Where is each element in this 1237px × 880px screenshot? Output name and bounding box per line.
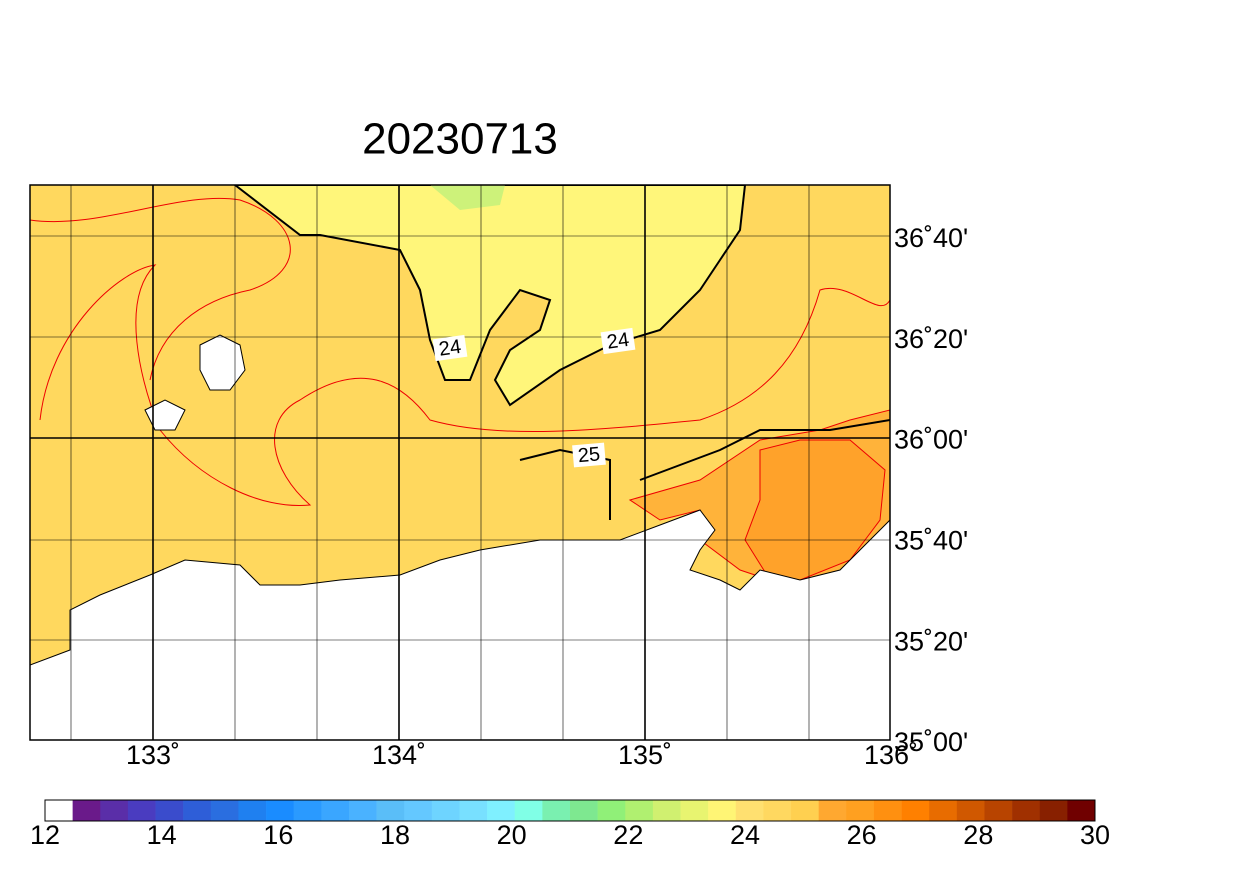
colorbar-cell bbox=[45, 800, 73, 821]
lat-label: 35˚40' bbox=[894, 526, 968, 556]
colorbar-cell bbox=[127, 800, 156, 821]
colorbar-cell bbox=[514, 800, 543, 821]
colorbar-cell bbox=[818, 800, 847, 821]
colorbar-cell bbox=[901, 800, 930, 821]
lat-label: 35˚20' bbox=[894, 626, 968, 656]
colorbar-cell bbox=[846, 800, 875, 821]
colorbar-cell bbox=[680, 800, 709, 821]
colorbar-cell bbox=[929, 800, 958, 821]
sst-23 bbox=[430, 185, 505, 210]
colorbar-cell bbox=[238, 800, 267, 821]
colorbar-cell bbox=[293, 800, 322, 821]
island bbox=[199, 334, 246, 391]
colorbar-cell bbox=[542, 800, 571, 821]
contour-label-text: 24 bbox=[437, 336, 462, 361]
colorbar-cell bbox=[597, 800, 626, 821]
lon-label: 136˚ bbox=[864, 740, 918, 770]
land bbox=[30, 509, 890, 740]
colorbar-cell bbox=[625, 800, 654, 821]
contour-label-box bbox=[432, 334, 468, 362]
colorbar-cell bbox=[763, 800, 792, 821]
colorbar-cell bbox=[376, 800, 405, 821]
colorbar-label: 20 bbox=[497, 820, 527, 850]
colorbar-cell bbox=[72, 800, 101, 821]
contour-label: 25 bbox=[572, 442, 606, 468]
lat-label: 36˚00' bbox=[894, 425, 968, 455]
colorbar-cell bbox=[459, 800, 488, 821]
contour-line bbox=[39, 264, 890, 507]
colorbar-cell bbox=[1012, 800, 1041, 821]
colorbar-label: 28 bbox=[963, 820, 993, 850]
colorbar-label: 24 bbox=[730, 820, 760, 850]
colorbar-cell bbox=[404, 800, 433, 821]
lat-label: 35˚00' bbox=[894, 727, 968, 757]
contour-line bbox=[30, 197, 291, 381]
colorbar-cell bbox=[487, 800, 516, 821]
colorbar-cell bbox=[708, 800, 737, 821]
colorbar-label: 14 bbox=[147, 820, 177, 850]
map-area bbox=[30, 185, 890, 740]
colorbar-cell bbox=[570, 800, 598, 821]
colorbar-cell bbox=[735, 800, 764, 821]
map-frame bbox=[29, 184, 891, 741]
colorbar-label: 18 bbox=[380, 820, 410, 850]
lat-label: 36˚40' bbox=[894, 223, 968, 253]
contour-label-text: 25 bbox=[577, 443, 601, 467]
colorbar-frame bbox=[44, 799, 1096, 822]
contour-label-box bbox=[600, 327, 636, 355]
colorbar-cell bbox=[1039, 800, 1068, 821]
contour-label-box bbox=[572, 442, 606, 468]
contour-label-text: 24 bbox=[605, 329, 630, 354]
contour-label: 24 bbox=[600, 327, 636, 355]
colorbar-cell bbox=[652, 800, 681, 821]
contour-label: 24 bbox=[432, 334, 468, 362]
colorbar-cell bbox=[956, 800, 985, 821]
colorbar-cell bbox=[183, 800, 212, 821]
lon-label: 133˚ bbox=[126, 740, 180, 770]
colorbar-cell bbox=[348, 800, 377, 821]
colorbar-cell bbox=[791, 800, 819, 821]
colorbar-cell bbox=[155, 800, 184, 821]
colorbar-cell bbox=[873, 800, 902, 821]
colorbar-label: 26 bbox=[847, 820, 877, 850]
colorbar-cell bbox=[266, 800, 294, 821]
colorbar-label: 16 bbox=[263, 820, 293, 850]
colorbar-label: 12 bbox=[30, 820, 60, 850]
sst-24 bbox=[233, 185, 747, 407]
colorbar-cell bbox=[431, 800, 460, 821]
colorbar-cell bbox=[100, 800, 129, 821]
colorbar-cell bbox=[321, 800, 350, 821]
colorbar-cell bbox=[210, 800, 239, 821]
colorbar-label: 30 bbox=[1080, 820, 1110, 850]
title: 20230713 bbox=[362, 115, 558, 164]
colorbar-cell bbox=[1067, 800, 1096, 821]
lat-label: 36˚20' bbox=[894, 324, 968, 354]
colorbar-cell bbox=[984, 800, 1013, 821]
colorbar-label: 22 bbox=[613, 820, 643, 850]
lon-label: 134˚ bbox=[372, 740, 426, 770]
lon-label: 135˚ bbox=[618, 740, 672, 770]
